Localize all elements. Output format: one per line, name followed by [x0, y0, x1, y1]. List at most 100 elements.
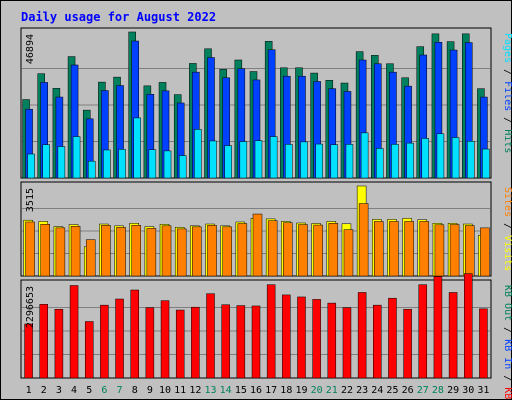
bar-hits-pages-16: [254, 140, 263, 179]
bar-visits-sites-12: [192, 226, 202, 277]
bar-kbytes-kb-f-15: [236, 305, 246, 379]
bar-hits-pages-7: [118, 149, 126, 179]
bar-kbytes-kb-f-20: [312, 299, 321, 379]
bar-hits-pages-5: [87, 160, 96, 179]
bar-kbytes-kb-f-24: [373, 304, 382, 379]
bar-kbytes-kb-f-5: [84, 321, 94, 379]
bar-hits-pages-25: [391, 144, 399, 179]
bar-kbytes-kb-f-3: [54, 308, 64, 379]
bar-visits-sites-4: [70, 226, 81, 277]
day-label-22: 22: [341, 385, 353, 396]
bar-hits-pages-27: [421, 138, 430, 179]
bar-kbytes-kb-f-4: [69, 285, 79, 379]
ymax-label-hits: 46894: [25, 34, 36, 64]
bar-hits-pages-2: [42, 144, 50, 179]
day-label-30: 30: [462, 385, 474, 396]
bar-hits-pages-3: [57, 146, 66, 179]
day-label-7: 7: [117, 385, 123, 396]
bar-hits-pages-15: [239, 141, 248, 179]
bar-visits-sites-5: [85, 239, 96, 277]
bar-kbytes-kb-f-1: [24, 323, 33, 379]
bar-kbytes-kb-f-29: [448, 292, 458, 379]
legend-hits: Pages / Files / Hits: [502, 33, 512, 153]
legend-entry-hits: Hits: [502, 129, 512, 153]
day-label-24: 24: [371, 385, 383, 396]
bar-hits-pages-10: [163, 150, 172, 179]
bar-hits-pages-11: [178, 155, 187, 179]
day-label-16: 16: [250, 385, 262, 396]
day-label-6: 6: [101, 385, 107, 396]
bar-kbytes-kb-f-27: [418, 284, 428, 379]
bar-hits-pages-30: [467, 141, 475, 179]
bar-hits-pages-21: [330, 144, 339, 179]
bar-visits-sites-28: [434, 224, 445, 277]
bar-kbytes-kb-f-8: [130, 289, 139, 379]
bar-visits-sites-20: [313, 224, 323, 277]
bar-visits-sites-25: [389, 221, 399, 277]
day-label-4: 4: [71, 385, 77, 396]
bar-visits-sites-22: [343, 229, 354, 277]
bar-visits-sites-29: [449, 224, 460, 277]
bar-hits-pages-9: [148, 149, 157, 179]
bar-hits-pages-20: [315, 143, 323, 179]
day-label-21: 21: [326, 385, 338, 396]
day-label-28: 28: [432, 385, 444, 396]
bar-hits-pages-14: [224, 145, 232, 179]
bar-hits-pages-17: [269, 136, 278, 179]
bar-kbytes-kb-f-12: [191, 306, 200, 379]
day-label-26: 26: [402, 385, 414, 396]
bar-hits-pages-24: [376, 148, 384, 179]
legend-entry-kb-f: KB F: [502, 387, 512, 401]
day-label-2: 2: [41, 385, 47, 396]
bar-kbytes-kb-f-10: [160, 300, 170, 379]
bar-visits-sites-26: [404, 221, 414, 277]
bar-kbytes-kb-f-28: [433, 276, 443, 379]
bar-kbytes-kb-f-13: [206, 293, 215, 379]
bar-hits-pages-26: [406, 142, 414, 179]
bar-visits-sites-9: [146, 228, 157, 277]
bar-hits-pages-13: [209, 140, 217, 179]
day-label-10: 10: [159, 385, 171, 396]
day-label-23: 23: [356, 385, 368, 396]
bar-hits-pages-1: [27, 153, 35, 179]
bar-visits-sites-23: [358, 203, 369, 277]
bar-kbytes-kb-f-17: [266, 284, 276, 379]
day-label-17: 17: [265, 385, 277, 396]
day-label-13: 13: [204, 385, 216, 396]
bar-kbytes-kb-f-25: [388, 297, 397, 379]
bar-hits-pages-29: [451, 137, 460, 179]
bar-hits-pages-22: [345, 144, 354, 179]
bar-hits-pages-6: [103, 149, 111, 179]
legend-visits: Sites / Visits: [502, 187, 512, 271]
day-label-29: 29: [447, 385, 459, 396]
day-label-18: 18: [280, 385, 292, 396]
day-label-15: 15: [235, 385, 247, 396]
bar-visits-sites-14: [222, 226, 232, 277]
bar-hits-pages-23: [360, 132, 369, 179]
legend-kbytes: KB Out / KB In / KB F: [502, 285, 512, 401]
bar-hits-pages-12: [194, 129, 202, 179]
bar-visits-sites-24: [374, 221, 384, 277]
bar-visits-sites-15: [237, 223, 248, 277]
axis-labels: 46894 Pages / Files / Hits 3515 Sites / Vis…: [25, 33, 512, 401]
bar-visits-sites-27: [419, 221, 430, 277]
legend-entry-kb-out: KB Out: [502, 285, 512, 321]
bar-kbytes-kb-f-22: [342, 307, 352, 379]
bar-kbytes-kb-f-7: [115, 298, 124, 379]
legend-entry-sites: Sites: [502, 187, 512, 217]
bar-visits-sites-11: [176, 228, 187, 277]
bar-visits-sites-16: [252, 213, 263, 277]
ymax-label-visits: 3515: [25, 188, 36, 212]
bar-kbytes-kb-f-23: [357, 292, 367, 379]
bar-kbytes-kb-f-2: [39, 304, 48, 379]
bar-kbytes-kb-f-19: [297, 296, 306, 379]
bar-kbytes-kb-f-21: [327, 302, 337, 379]
bar-hits-pages-4: [72, 136, 81, 179]
day-label-11: 11: [174, 385, 186, 396]
bar-hits-pages-31: [482, 148, 490, 179]
bars: [22, 31, 490, 379]
bar-visits-sites-8: [131, 225, 141, 277]
bar-visits-sites-1: [25, 221, 35, 277]
